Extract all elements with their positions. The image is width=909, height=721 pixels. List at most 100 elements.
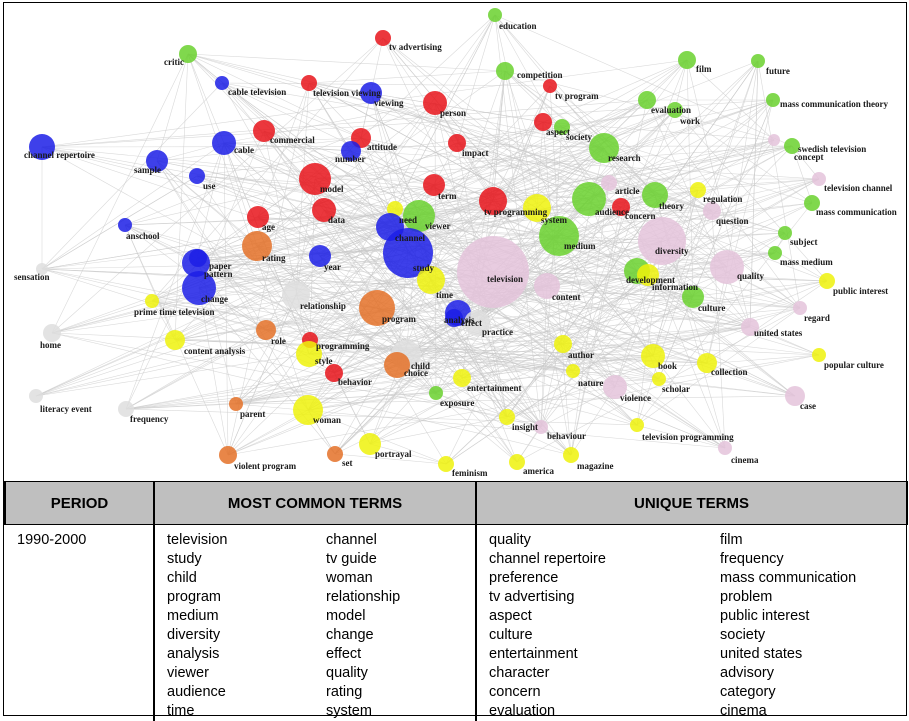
node-label: portrayal	[375, 449, 412, 459]
node-label: audience	[595, 207, 629, 217]
term-item: child	[167, 569, 314, 588]
term-item: system	[326, 702, 475, 721]
term-item: diversity	[167, 626, 314, 645]
node-label: entertainment	[467, 383, 521, 393]
node-label: collection	[711, 367, 748, 377]
term-item: character	[489, 664, 708, 683]
term-item: cinema	[720, 702, 907, 721]
node-cable[interactable]	[212, 131, 236, 155]
node-prime-time-television[interactable]	[145, 294, 159, 308]
term-item: analysis	[167, 645, 314, 664]
node-label: book	[658, 361, 677, 371]
node-label: medium	[564, 241, 596, 251]
term-item: aspect	[489, 607, 708, 626]
node-label: critic	[164, 57, 184, 67]
term-item: model	[326, 607, 475, 626]
term-item: frequency	[720, 550, 907, 569]
node-label: study	[413, 263, 435, 273]
node-concept[interactable]	[768, 134, 780, 146]
network-edge	[457, 15, 495, 143]
node-label: feminism	[452, 468, 488, 478]
node-television-programming[interactable]	[630, 418, 644, 432]
term-item: public interest	[720, 607, 907, 626]
node-label: program	[382, 314, 416, 324]
node-literacy-event[interactable]	[29, 389, 43, 403]
node-label: model	[320, 184, 344, 194]
term-item: effect	[326, 645, 475, 664]
term-item: concern	[489, 683, 708, 702]
term-item: program	[167, 588, 314, 607]
term-item: change	[326, 626, 475, 645]
term-item: category	[720, 683, 907, 702]
node-label: public interest	[833, 286, 888, 296]
node-label: education	[499, 21, 537, 31]
node-label: commercial	[270, 135, 315, 145]
node-label: culture	[698, 303, 725, 313]
node-label: united states	[754, 328, 803, 338]
node-label: effect	[461, 318, 482, 328]
term-item: study	[167, 550, 314, 569]
node-mass-communication-theory[interactable]	[766, 93, 780, 107]
node-label: evaluation	[651, 105, 691, 115]
node-label: scholar	[662, 384, 690, 394]
term-item: entertainment	[489, 645, 708, 664]
term-item: united states	[720, 645, 907, 664]
term-item: medium	[167, 607, 314, 626]
node-label: attitude	[367, 142, 397, 152]
node-label: relationship	[300, 301, 346, 311]
node-nature[interactable]	[566, 364, 580, 378]
node-label: america	[523, 466, 554, 476]
node-label: television channel	[824, 183, 893, 193]
node-label: tv programming	[484, 207, 548, 217]
node-set[interactable]	[327, 446, 343, 462]
node-content-analysis[interactable]	[165, 330, 185, 350]
node-label: year	[324, 262, 341, 272]
node-label: work	[680, 116, 700, 126]
term-item: rating	[326, 683, 475, 702]
term-item: quality	[326, 664, 475, 683]
node-cable-television[interactable]	[215, 76, 229, 90]
network-edge	[727, 61, 758, 267]
node-label: television viewing	[313, 88, 381, 98]
node-label: home	[40, 340, 61, 350]
node-cinema[interactable]	[718, 441, 732, 455]
term-item: channel	[326, 531, 475, 550]
node-label: television programming	[642, 432, 734, 442]
node-television[interactable]	[457, 236, 529, 308]
node-label: choice	[404, 368, 428, 378]
node-label: author	[568, 350, 594, 360]
node-education[interactable]	[488, 8, 502, 22]
node-label: nature	[578, 378, 603, 388]
node-competition[interactable]	[496, 62, 514, 80]
node-label: cable television	[228, 87, 286, 97]
node-label: popular culture	[824, 360, 884, 370]
header-period: PERIOD	[5, 482, 154, 525]
node-label: time	[436, 290, 453, 300]
term-item: relationship	[326, 588, 475, 607]
node-label: case	[800, 401, 816, 411]
node-label: diversity	[655, 246, 689, 256]
node-label: information	[652, 282, 698, 292]
term-item: woman	[326, 569, 475, 588]
node-label: prime time television	[134, 307, 214, 317]
node-label: article	[615, 186, 639, 196]
node-label: subject	[790, 237, 818, 247]
node-diversity[interactable]	[638, 217, 686, 265]
network-edge	[42, 146, 792, 147]
table-header-row: PERIOD MOST COMMON TERMS UNIQUE TERMS	[5, 482, 907, 525]
node-anschool[interactable]	[118, 218, 132, 232]
node-film[interactable]	[678, 51, 696, 69]
node-label: channel repertoire	[24, 150, 95, 160]
node-label: theory	[659, 201, 684, 211]
term-item: audience	[167, 683, 314, 702]
node-label: concept	[794, 152, 824, 162]
node-label: research	[608, 153, 641, 163]
node-label: frequency	[130, 414, 169, 424]
node-future[interactable]	[751, 54, 765, 68]
term-item: society	[720, 626, 907, 645]
